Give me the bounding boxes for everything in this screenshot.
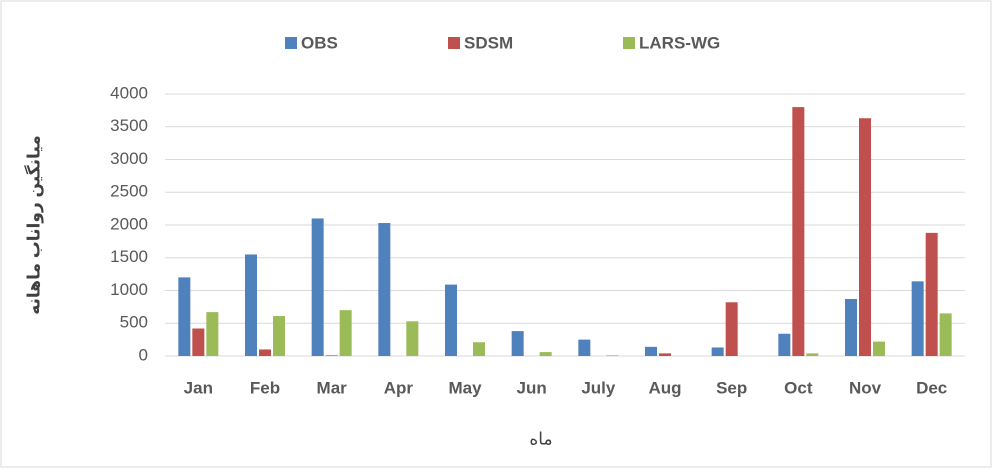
y-tick-label: 4000: [110, 83, 148, 102]
bar: [606, 355, 619, 356]
x-tick-label: Mar: [317, 378, 348, 397]
x-tick-label: Apr: [384, 378, 414, 397]
x-tick-label: Oct: [784, 378, 813, 397]
bar: [245, 254, 257, 356]
x-tick-label: Jun: [517, 378, 547, 397]
legend-swatch: [285, 37, 297, 49]
bar: [778, 333, 791, 356]
bar: [445, 284, 457, 356]
x-tick-label: Nov: [849, 378, 882, 397]
bar: [325, 355, 338, 356]
bar: [659, 353, 671, 356]
bar: [806, 353, 819, 356]
x-tick-label: Dec: [916, 378, 947, 397]
x-tick-label: Feb: [250, 378, 280, 397]
legend-label: LARS-WG: [639, 33, 720, 52]
bar: [792, 107, 805, 356]
y-tick-label: 1500: [110, 247, 148, 266]
bar: [473, 342, 485, 356]
bar: [578, 339, 591, 356]
y-tick-label: 0: [139, 345, 148, 364]
y-tick-label: 3500: [110, 116, 148, 135]
y-axis-label: میانگین رواناب ماهانه: [23, 135, 44, 315]
bar: [925, 232, 938, 356]
legend-swatch: [623, 37, 635, 49]
bar: [539, 352, 552, 356]
y-tick-label: 2500: [110, 182, 148, 201]
bar: [406, 321, 419, 356]
bar: [911, 281, 924, 356]
bar: [311, 218, 324, 356]
bar: [939, 313, 952, 356]
bar: [725, 302, 738, 356]
legend-label: OBS: [301, 33, 338, 52]
x-tick-label: Aug: [648, 378, 681, 397]
x-tick-label: Sep: [716, 378, 747, 397]
legend-label: SDSM: [464, 33, 513, 52]
bar: [273, 316, 285, 356]
bar: [192, 328, 205, 356]
y-tick-label: 1000: [110, 280, 148, 299]
x-tick-label: May: [448, 378, 482, 397]
bar: [339, 310, 352, 356]
bar: [178, 277, 191, 356]
bar: [711, 347, 724, 356]
bar: [859, 118, 871, 356]
legend-swatch: [448, 37, 460, 49]
bar: [511, 331, 524, 356]
y-tick-label: 500: [120, 313, 148, 332]
x-axis-label: ماه: [529, 429, 552, 448]
x-tick-label: Jan: [184, 378, 213, 397]
bar: [845, 299, 857, 356]
bar: [206, 312, 219, 356]
y-tick-label: 3000: [110, 149, 148, 168]
y-tick-label: 2000: [110, 214, 148, 233]
bar: [873, 341, 885, 356]
bar: [259, 349, 271, 356]
bar: [645, 346, 657, 356]
bar: [378, 223, 391, 356]
x-tick-label: July: [581, 378, 616, 397]
